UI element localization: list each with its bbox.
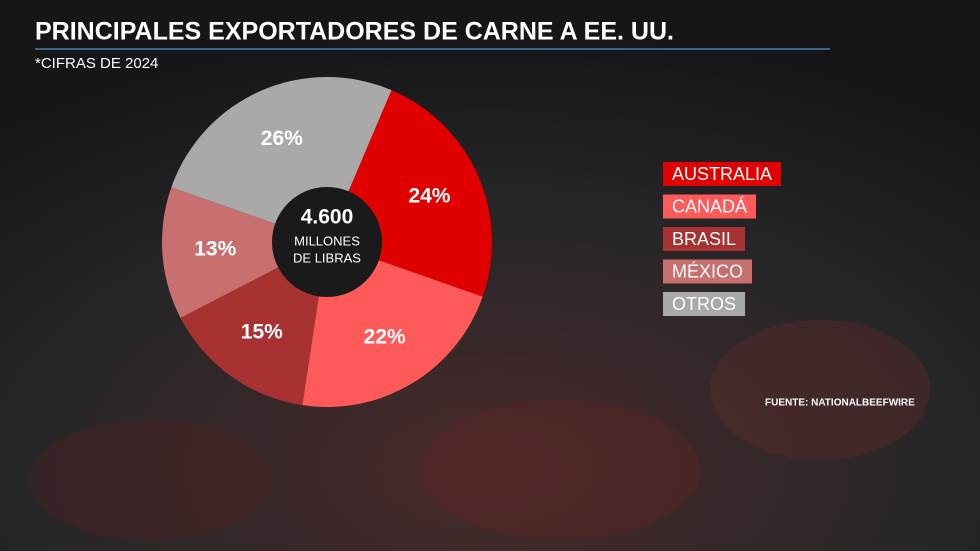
legend-swatch bbox=[663, 194, 757, 219]
center-text: MILLONES bbox=[294, 233, 360, 248]
data-label: 15% bbox=[241, 321, 283, 344]
donut-hole bbox=[272, 187, 382, 297]
legend-swatch bbox=[663, 162, 782, 186]
center-value: 4.600 bbox=[301, 206, 354, 229]
data-label: 26% bbox=[261, 127, 303, 150]
pie-slice bbox=[162, 187, 327, 318]
source: FUENTE: NATIONALBEEFWIRE bbox=[765, 398, 915, 409]
legend-swatch bbox=[663, 259, 753, 284]
background-decor bbox=[420, 400, 700, 540]
legend-swatch bbox=[663, 227, 746, 251]
legend-label: BRASIL bbox=[672, 229, 736, 249]
center-text: DE LIBRAS bbox=[293, 250, 361, 265]
legend-label: AUSTRALIA bbox=[672, 164, 772, 184]
legend-label: OTROS bbox=[672, 294, 736, 314]
background-decor bbox=[30, 420, 270, 540]
chart-title: PRINCIPALES EXPORTADORES DE CARNE A EE. … bbox=[35, 18, 674, 46]
legend-label: MÉXICO bbox=[672, 261, 743, 281]
legend-label: CANADÁ bbox=[672, 196, 747, 216]
legend-swatch bbox=[663, 292, 746, 316]
chart-subtitle: *CIFRAS DE 2024 bbox=[35, 55, 158, 72]
data-label: 22% bbox=[364, 326, 406, 349]
background-decor bbox=[710, 320, 930, 460]
data-label: 24% bbox=[408, 184, 450, 207]
data-label: 13% bbox=[194, 237, 236, 260]
